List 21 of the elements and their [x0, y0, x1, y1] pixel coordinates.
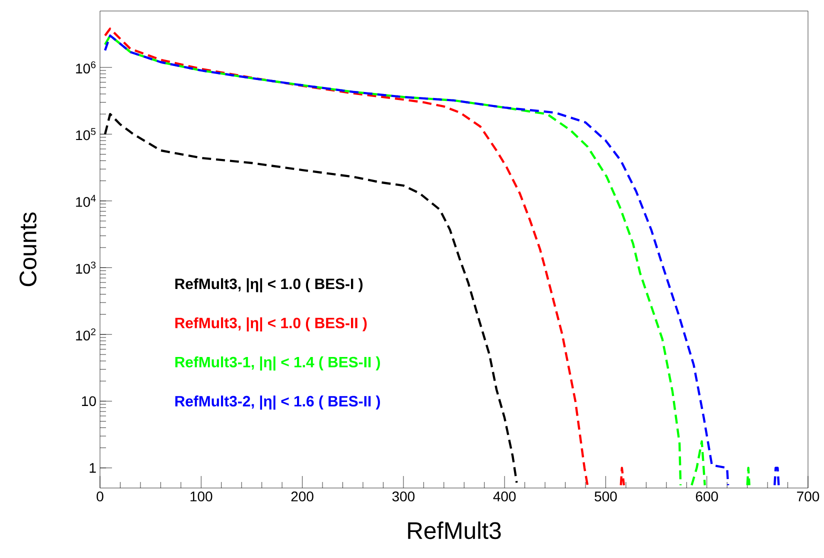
y-axis-title: Counts: [20, 212, 36, 286]
y-tick-label: 10$^{5}$: [76, 128, 96, 140]
x-tick-label: 300: [392, 492, 415, 502]
y-tick-label: 10: [82, 396, 96, 406]
text: RefMult3-2, |η| < 1.6 ( BES-II ): [175, 396, 380, 410]
text: RefMult3-1, |η| < 1.4 ( BES-II ): [175, 356, 380, 371]
x-tick-label: 700: [797, 492, 820, 502]
x-tick-label: 200: [291, 492, 314, 502]
x-tick-label: 0: [96, 492, 104, 502]
text: RefMult3, |η| < 1.0 ( BES-II ): [175, 317, 367, 332]
x-tick-label: 500: [594, 492, 617, 502]
y-tick-label: 10$^{4}$: [76, 194, 96, 207]
y-tick-label: 1: [90, 463, 96, 473]
x-axis-title: RefMult3: [408, 522, 501, 540]
x-tick-label: 100: [190, 492, 212, 502]
text: RefMult3, |η| < 1.0 ( BES-I ): [175, 278, 363, 292]
y-tick-label: 10$^{3}$: [76, 262, 96, 274]
x-tick-label: 600: [696, 492, 718, 502]
x-tick-label: 400: [493, 492, 516, 502]
y-tick-label: 10$^{2}$: [76, 328, 96, 340]
y-tick-label: 10$^{6}$: [76, 61, 96, 74]
